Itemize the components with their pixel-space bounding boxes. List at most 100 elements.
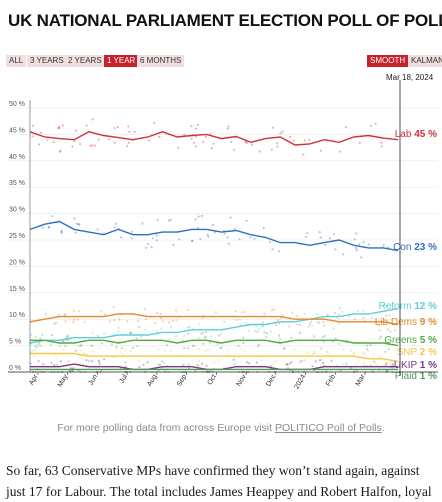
x-tick-label: 2024 [293, 373, 307, 390]
poll-dot [324, 243, 327, 246]
poll-dot [341, 348, 345, 351]
range-3y-button[interactable]: 3 YEARS [27, 55, 67, 67]
poll-dot [384, 304, 387, 307]
poll-dot [153, 121, 156, 124]
poll-dot [261, 321, 264, 324]
poll-dot [67, 360, 70, 363]
poll-dot [81, 358, 84, 361]
poll-dot [37, 143, 41, 146]
poll-dot [144, 246, 147, 249]
poll-dot [258, 150, 261, 153]
poll-dot [295, 314, 298, 317]
poll-dot [98, 360, 101, 364]
poll-dot [187, 308, 190, 311]
poll-dot [207, 235, 210, 238]
poll-dot [124, 361, 127, 364]
poll-dot [91, 118, 94, 121]
poll-dot [233, 227, 236, 230]
poll-dot [71, 369, 74, 372]
x-tick-label: Oct [207, 373, 219, 386]
poll-dot [100, 310, 103, 313]
smooth-button[interactable]: SMOOTH [367, 55, 409, 67]
poll-dot [114, 222, 117, 225]
poll-dot [199, 237, 202, 240]
poll-dot [353, 238, 356, 241]
poll-dot [356, 309, 359, 313]
poll-dot [56, 363, 59, 366]
poll-dot [355, 232, 358, 235]
poll-dot [188, 326, 191, 329]
x-tick-label: Jun [87, 373, 99, 386]
range-all-button[interactable]: ALL [6, 55, 27, 67]
kalman-button[interactable]: KALMAN [408, 55, 442, 67]
poll-dot [338, 313, 341, 316]
poll-dot [357, 243, 361, 246]
x-tick-label: Feb [325, 373, 337, 387]
poll-dot [158, 363, 161, 366]
poll-dot [244, 140, 247, 143]
poll-dot [168, 321, 171, 324]
poll-dot [298, 331, 302, 335]
poll-dot [90, 344, 93, 347]
poll-dot [161, 319, 164, 322]
poll-dot [353, 353, 356, 356]
poll-dot [138, 326, 141, 329]
caption: For more polling data from across Europe… [0, 422, 442, 434]
poll-dot [209, 132, 212, 135]
poll-dot [363, 362, 366, 365]
y-tick-label: 20 % [9, 259, 25, 266]
poll-dot [198, 347, 201, 350]
poll-dot [341, 310, 344, 313]
poll-dot [73, 318, 76, 321]
poll-dot [59, 149, 62, 152]
poll-dot [279, 132, 282, 135]
poll-dot [127, 125, 130, 128]
y-tick-label: 5 % [9, 339, 21, 346]
poll-dot [370, 124, 373, 128]
poll-dot [271, 248, 274, 251]
poll-dot [380, 145, 383, 148]
poll-dot [288, 362, 291, 365]
poll-dot [113, 226, 116, 229]
poll-dot [291, 311, 294, 314]
poll-dot [263, 331, 266, 334]
poll-of-polls-link[interactable]: POLITICO Poll of Polls [274, 422, 382, 434]
poll-dot [89, 144, 92, 147]
range-1y-button[interactable]: 1 YEAR [104, 55, 139, 67]
range-2y-button[interactable]: 2 YEARS [65, 55, 105, 67]
poll-dot [163, 362, 166, 365]
poll-dot [242, 341, 245, 345]
y-tick-label: 45 % [9, 127, 25, 134]
series-label-reform: Reform 12 % [379, 301, 437, 312]
poll-dot [74, 231, 77, 234]
poll-dot [345, 363, 348, 366]
poll-dot [239, 347, 242, 350]
poll-dot [138, 365, 141, 369]
poll-dot [375, 363, 378, 366]
poll-dot [226, 349, 229, 352]
poll-dot [385, 362, 388, 365]
poll-dot [374, 122, 377, 125]
poll-dot [311, 365, 314, 368]
x-tick-label: Dec [265, 373, 278, 388]
poll-dot [350, 349, 353, 352]
poll-dot [256, 345, 260, 348]
x-tick-label: Apr [28, 373, 40, 387]
caption-text: For more polling data from across Europe… [57, 422, 275, 434]
poll-dot [108, 320, 111, 323]
poll-dot [207, 348, 210, 351]
poll-dot [283, 347, 286, 350]
poll-dot [366, 344, 369, 347]
poll-dot [352, 351, 355, 354]
poll-dot [98, 363, 101, 366]
poll-dot [57, 127, 61, 130]
range-6m-button[interactable]: 6 MONTHS [137, 55, 185, 67]
poll-dot [63, 313, 66, 317]
poll-dot [55, 357, 58, 360]
poll-dot [380, 335, 383, 338]
poll-dot [334, 248, 337, 251]
poll-dot [38, 344, 41, 347]
poll-dot [194, 145, 197, 148]
poll-dot [119, 350, 122, 353]
poll-dot [62, 348, 65, 351]
